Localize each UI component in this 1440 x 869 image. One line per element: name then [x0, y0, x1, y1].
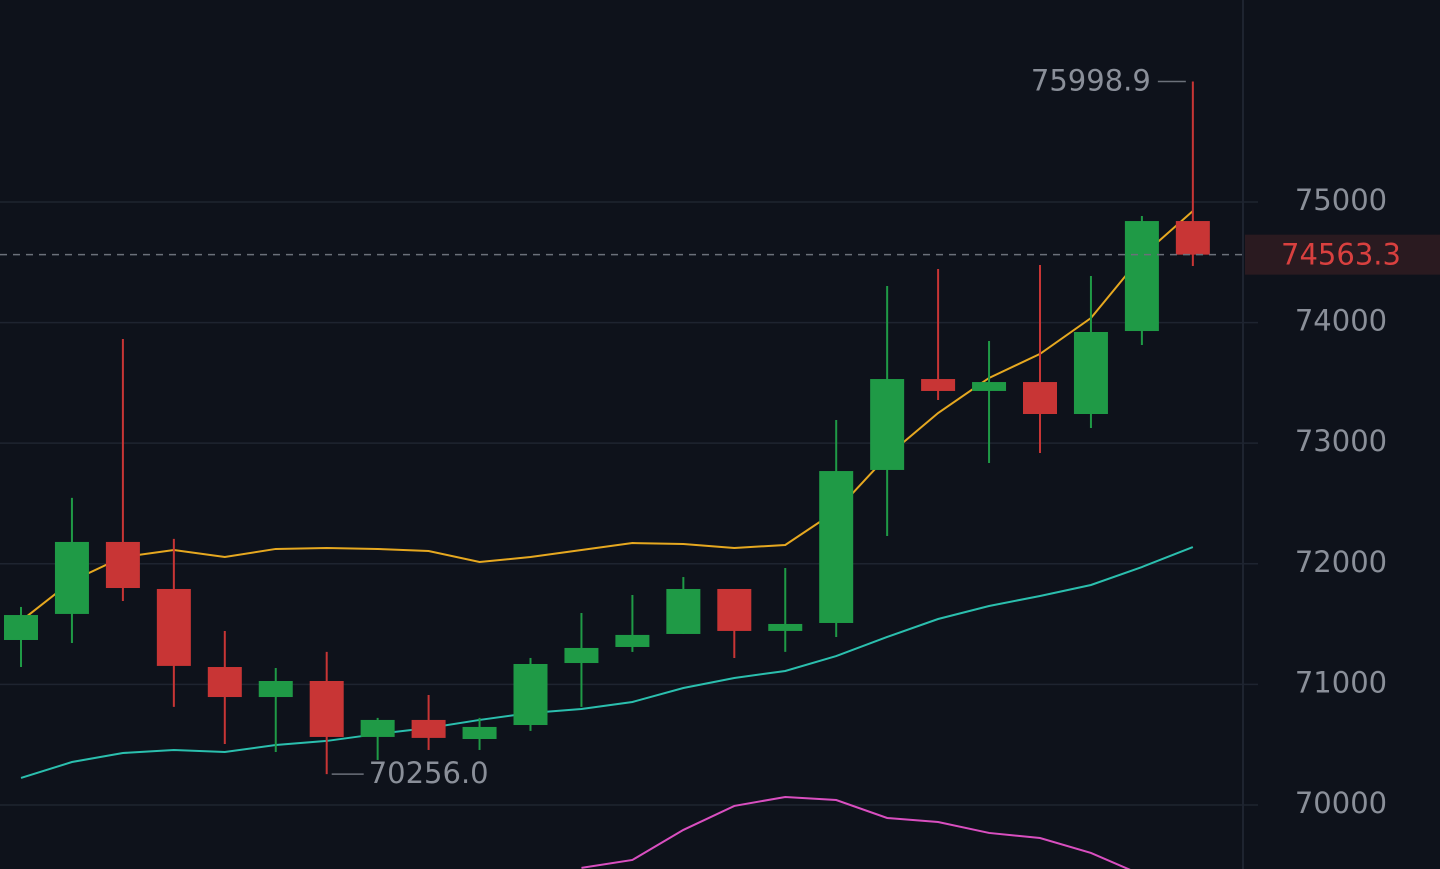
last-price-label: 74563.3 — [1281, 238, 1401, 272]
candle-body — [207, 667, 242, 698]
candle-body — [666, 588, 701, 634]
candle-body — [4, 615, 38, 640]
candle-body — [1175, 221, 1210, 255]
y-axis: 70000 71000 72000 73000 74000 75000 74563.3 — [1245, 183, 1440, 820]
y-tick-label: 73000 — [1295, 424, 1387, 458]
y-tick-label: 74000 — [1295, 304, 1387, 338]
low-marker-label: 70256.0 — [369, 756, 489, 790]
y-tick-label: 70000 — [1295, 786, 1387, 820]
y-tick-label: 71000 — [1295, 665, 1387, 699]
candle-body — [360, 719, 395, 737]
moving-average-line — [581, 795, 1131, 869]
candle-body — [921, 379, 956, 391]
candle-body — [54, 541, 89, 614]
candle-body — [768, 623, 803, 631]
candle-body — [870, 379, 905, 470]
candle-body — [717, 588, 752, 631]
candle-body — [105, 541, 140, 589]
candle-body — [564, 647, 599, 664]
moving-average-line — [20, 210, 1194, 622]
candle-body — [1124, 221, 1159, 332]
candle-body — [513, 663, 548, 726]
candle-body — [309, 680, 344, 737]
y-tick-label: 75000 — [1295, 183, 1387, 217]
moving-average-line — [20, 546, 1194, 779]
high-marker-label: 75998.9 — [1031, 64, 1151, 98]
candle-body — [1073, 331, 1108, 414]
candle-body — [156, 588, 191, 666]
candle-body — [462, 726, 497, 739]
candle-body — [258, 680, 293, 698]
candle-body — [411, 719, 446, 738]
candle-body — [615, 634, 650, 647]
plot-area: 75998.9 70256.0 — [0, 64, 1243, 869]
candle-body — [972, 382, 1007, 391]
candle-body — [1023, 382, 1057, 414]
y-tick-label: 72000 — [1295, 545, 1387, 579]
last-price-box — [1245, 234, 1440, 275]
candle-body — [819, 471, 854, 623]
